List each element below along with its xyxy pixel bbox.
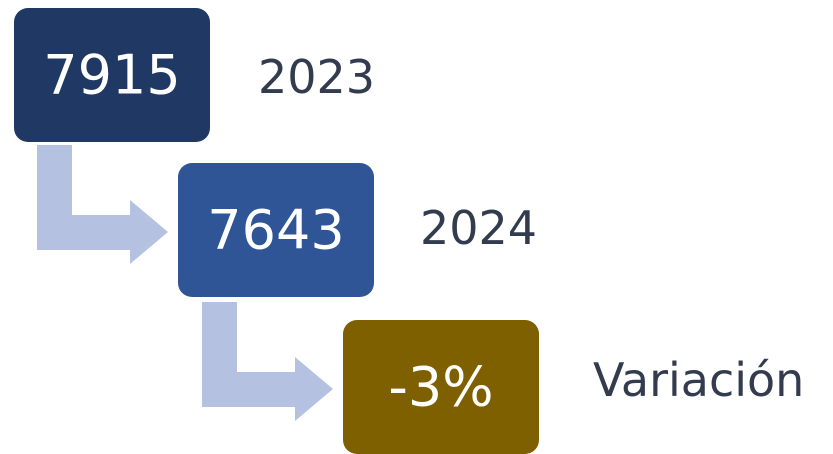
node-value: -3% [388,356,493,419]
bent-arrow [37,145,168,264]
node-label: 2023 [258,50,375,104]
node-box [343,320,539,454]
node-label: Variación [593,353,804,407]
node-value: 7643 [207,199,344,262]
node-value: 7915 [43,44,180,107]
node-label: 2024 [420,201,537,255]
node-box [178,163,374,297]
node-box [14,8,210,142]
bent-arrow [202,302,333,421]
